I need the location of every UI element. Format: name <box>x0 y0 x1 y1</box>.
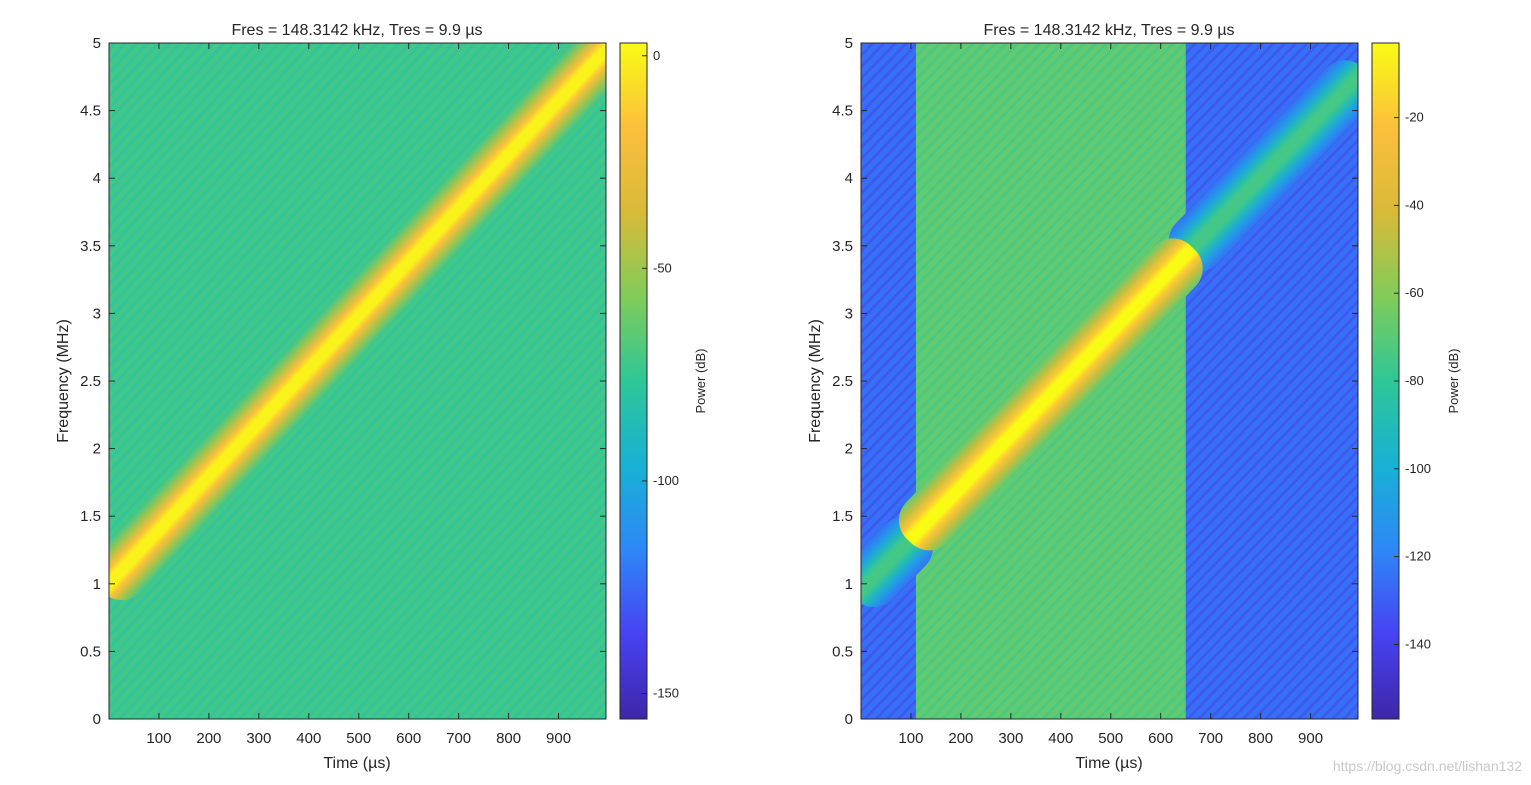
colorbar-tick-label: -100 <box>653 473 679 488</box>
y-tick-label: 4.5 <box>80 103 101 120</box>
x-tick-label: 900 <box>546 730 571 747</box>
y-ticks-left: 0 0.5 1 1.5 2 2.5 3 3.5 4 4.5 5 <box>80 35 606 728</box>
colorbar-ticks-left: 0 -50 -100 -150 <box>642 48 679 700</box>
x-tick-label: 900 <box>1298 730 1323 747</box>
x-tick-label: 700 <box>446 730 471 747</box>
x-tick-label: 300 <box>998 730 1023 747</box>
y-axis-label-right: Frequency (MHz) <box>807 319 824 443</box>
title-right: Fres = 148.3142 kHz, Tres = 9.9 µs <box>983 22 1234 39</box>
colorbar-tick-label: 0 <box>653 48 660 63</box>
x-axis-label-left: Time (µs) <box>323 755 390 772</box>
x-ticks-right: 100 200 300 400 500 600 700 800 900 <box>898 43 1323 747</box>
colorbar-tick-label: -60 <box>1405 285 1424 300</box>
plot-area-left <box>109 43 606 719</box>
x-tick-label: 400 <box>296 730 321 747</box>
y-tick-label: 2 <box>93 441 101 458</box>
y-tick-label: 4 <box>93 170 101 187</box>
y-tick-label: 0 <box>845 711 853 728</box>
y-ticks-right: 0 0.5 1 1.5 2 2.5 3 3.5 4 4.5 5 <box>832 35 1358 728</box>
x-tick-label: 500 <box>1098 730 1123 747</box>
x-tick-label: 200 <box>948 730 973 747</box>
chirp-ridge-after <box>1168 60 1358 272</box>
colorbar-tick-label: -50 <box>653 260 672 275</box>
colorbar-tick-label: -80 <box>1405 373 1424 388</box>
colorbar-label-right: Power (dB) <box>1446 348 1461 413</box>
x-tick-label: 600 <box>396 730 421 747</box>
y-tick-label: 3 <box>845 305 853 322</box>
spectrogram-right: Fres = 148.3142 kHz, Tres = 9.9 µs 100 20… <box>807 22 1461 772</box>
y-tick-label: 0 <box>93 711 101 728</box>
y-tick-label: 2 <box>845 441 853 458</box>
plot-area-right <box>861 43 1358 719</box>
x-tick-label: 600 <box>1148 730 1173 747</box>
x-tick-label: 200 <box>196 730 221 747</box>
y-tick-label: 1.5 <box>832 508 853 525</box>
colorbar-tick-label: -140 <box>1405 636 1431 651</box>
colorbar-ticks-right: -20 -40 -60 -80 -100 -120 -140 <box>1394 110 1431 651</box>
y-tick-label: 5 <box>845 35 853 52</box>
y-tick-label: 3.5 <box>832 238 853 255</box>
colorbar-label-left: Power (dB) <box>693 348 708 413</box>
x-tick-label: 400 <box>1048 730 1073 747</box>
colorbar-tick-label: -120 <box>1405 549 1431 564</box>
y-axis-label-left: Frequency (MHz) <box>55 319 72 443</box>
y-tick-label: 2.5 <box>832 373 853 390</box>
spectrogram-left: Fres = 148.3142 kHz, Tres = 9.9 µs 100 20… <box>55 22 708 772</box>
x-ticks-left: 100 200 300 400 500 600 700 800 900 <box>146 43 571 747</box>
watermark: https://blog.csdn.net/lishan132 <box>1333 758 1522 774</box>
y-tick-label: 3 <box>93 305 101 322</box>
x-axis-label-right: Time (µs) <box>1075 755 1142 772</box>
title-left: Fres = 148.3142 kHz, Tres = 9.9 µs <box>231 22 482 39</box>
y-tick-label: 5 <box>93 35 101 52</box>
colorbar-tick-label: -100 <box>1405 461 1431 476</box>
colorbar-left <box>619 42 648 720</box>
y-tick-label: 1 <box>845 576 853 593</box>
x-tick-label: 300 <box>246 730 271 747</box>
y-tick-label: 4.5 <box>832 103 853 120</box>
y-tick-label: 0.5 <box>832 643 853 660</box>
y-tick-label: 3.5 <box>80 238 101 255</box>
colorbar-tick-label: -20 <box>1405 110 1424 125</box>
colorbar-tick-label: -40 <box>1405 197 1424 212</box>
y-tick-label: 4 <box>845 170 853 187</box>
y-tick-label: 1 <box>93 576 101 593</box>
x-tick-label: 700 <box>1198 730 1223 747</box>
y-tick-label: 0.5 <box>80 643 101 660</box>
colorbar-tick-label: -150 <box>653 685 679 700</box>
y-tick-label: 1.5 <box>80 508 101 525</box>
chirp-ridge-gated <box>898 238 1203 551</box>
chirp-ridge <box>109 43 606 601</box>
x-tick-label: 100 <box>898 730 923 747</box>
x-tick-label: 100 <box>146 730 171 747</box>
x-tick-label: 800 <box>496 730 521 747</box>
x-tick-label: 500 <box>346 730 371 747</box>
y-tick-label: 2.5 <box>80 373 101 390</box>
x-tick-label: 800 <box>1248 730 1273 747</box>
